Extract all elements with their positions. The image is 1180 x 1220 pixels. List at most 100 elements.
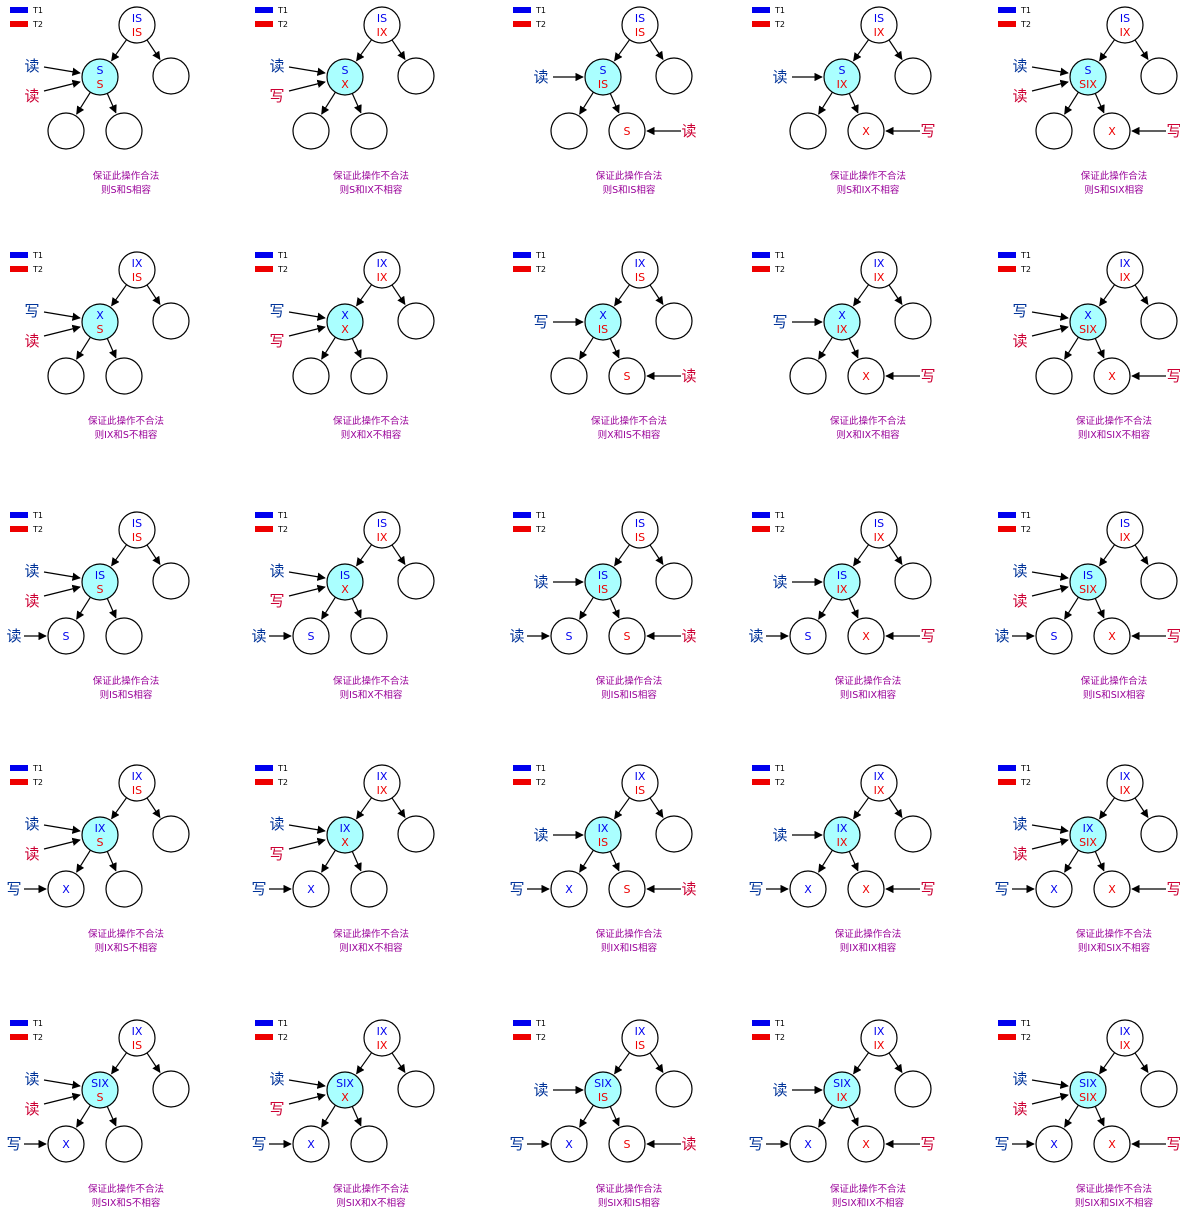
root-lock-t2: IX — [1120, 26, 1131, 39]
root-lock-t1: IX — [635, 770, 646, 783]
edge — [1094, 93, 1105, 114]
legend-t2-swatch — [10, 21, 28, 27]
root-lock-t2: IS — [635, 26, 645, 39]
left-leaf-lock: X — [1050, 1138, 1058, 1151]
right-leaf-op-label: 写 — [1166, 122, 1180, 140]
left-leaf-node — [47, 870, 85, 908]
root-lock-t2: IX — [874, 784, 885, 797]
left-leaf-node — [292, 617, 330, 655]
legend-t1-label: T1 — [32, 1019, 43, 1028]
target-node — [823, 1071, 861, 1109]
t2-op-label: 读 — [1012, 592, 1027, 610]
target-node — [81, 563, 119, 601]
legend-t1-label: T1 — [1020, 251, 1031, 260]
edge — [579, 336, 594, 360]
caption-line-1: 保证此操作合法 — [1081, 675, 1148, 687]
left-leaf-op-label: 写 — [251, 1135, 266, 1153]
caption-line-2: 则IX和S不相容 — [95, 942, 158, 954]
root-lock-t2: IS — [635, 271, 645, 284]
caption-line-1: 保证此操作合法 — [835, 928, 902, 940]
target-lock-t1: SIX — [594, 1077, 612, 1090]
t1-op-label: 读 — [772, 68, 787, 86]
legend-t2-swatch — [752, 779, 770, 785]
t2-arrow — [43, 1092, 81, 1105]
caption-line-1: 保证此操作合法 — [596, 1183, 663, 1195]
t2-op-label: 写 — [269, 87, 284, 105]
caption-line-1: 保证此操作合法 — [93, 675, 160, 687]
edge — [649, 284, 664, 306]
edge — [649, 797, 664, 819]
root-lock-t1: IX — [377, 770, 388, 783]
target-lock-t2: IX — [837, 1091, 848, 1104]
t1-arrow — [1031, 311, 1069, 321]
left-leaf-node — [47, 617, 85, 655]
t1-op-label: 写 — [1012, 302, 1027, 320]
edge — [1094, 1106, 1105, 1127]
root-lock-t2: IX — [377, 531, 388, 544]
right-leaf-lock: X — [862, 125, 870, 138]
caption-line-1: 保证此操作不合法 — [333, 1183, 409, 1195]
sibling-node — [894, 815, 932, 853]
root-node — [363, 511, 401, 549]
t1-op-label: 读 — [1012, 815, 1027, 833]
legend-t2-label: T2 — [535, 525, 546, 534]
left-leaf-node — [1035, 112, 1073, 150]
edge — [818, 1104, 833, 1128]
legend-t2-swatch — [513, 1034, 531, 1040]
legend-t2-swatch — [513, 266, 531, 272]
left-leaf-node — [1035, 617, 1073, 655]
root-lock-t2: IX — [377, 784, 388, 797]
right-leaf-node — [847, 357, 885, 395]
sibling-node — [397, 562, 435, 600]
t1-op-label: 读 — [24, 562, 39, 580]
caption-line-2: 则SIX和IX不相容 — [832, 1197, 905, 1209]
left-leaf-node — [1035, 357, 1073, 395]
t2-op-label: 写 — [269, 845, 284, 863]
right-leaf-op-label: 读 — [681, 122, 696, 140]
target-lock-t1: SIX — [1079, 1077, 1097, 1090]
root-lock-t2: IX — [1120, 784, 1131, 797]
target-node — [584, 563, 622, 601]
right-leaf-lock: S — [624, 370, 631, 383]
legend-t2-label: T2 — [277, 778, 288, 787]
caption-line-1: 保证此操作不合法 — [333, 415, 409, 427]
target-node — [326, 563, 364, 601]
target-node — [823, 58, 861, 96]
legend-t2-label: T2 — [1020, 20, 1031, 29]
t2-op-label: 读 — [1012, 845, 1027, 863]
caption-line-1: 保证此操作不合法 — [830, 1183, 906, 1195]
target-lock-t1: X — [838, 309, 846, 322]
right-leaf-node — [1093, 357, 1131, 395]
root-lock-t1: IS — [132, 517, 142, 530]
right-leaf-node — [1093, 112, 1131, 150]
legend-t2-label: T2 — [535, 265, 546, 274]
left-leaf-node — [292, 112, 330, 150]
t1-op-label: 读 — [772, 1081, 787, 1099]
root-lock-t2: IX — [377, 26, 388, 39]
left-leaf-op-label: 写 — [6, 880, 21, 898]
right-leaf-op-label: 写 — [1166, 1135, 1180, 1153]
root-lock-t2: IS — [132, 531, 142, 544]
t1-arrow — [43, 571, 81, 581]
sibling-node — [894, 1070, 932, 1108]
left-leaf-lock: X — [62, 883, 70, 896]
edge — [649, 544, 664, 566]
root-node — [363, 764, 401, 802]
right-leaf-lock: S — [624, 630, 631, 643]
target-lock-t2: S — [97, 323, 104, 336]
legend-t1-label: T1 — [774, 511, 785, 520]
t1-op-label: 读 — [1012, 562, 1027, 580]
legend-t2-swatch — [10, 266, 28, 272]
right-leaf-op-label: 写 — [920, 122, 935, 140]
target-lock-t1: IX — [837, 822, 848, 835]
root-node — [621, 6, 659, 44]
target-lock-t1: IS — [837, 569, 847, 582]
caption-line-2: 则S和IX不相容 — [837, 184, 900, 196]
